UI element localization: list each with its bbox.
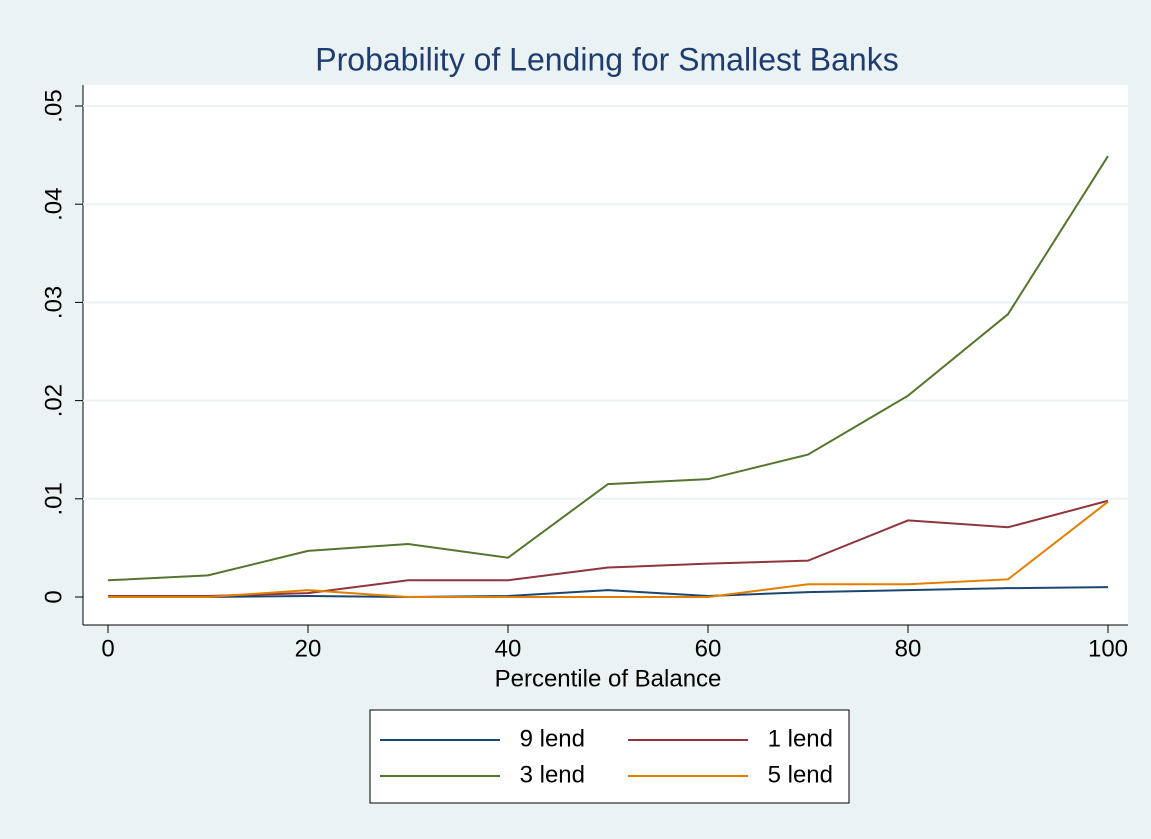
y-tick-label: .01 bbox=[40, 482, 67, 515]
legend-label: 3 lend bbox=[520, 761, 585, 788]
legend-label: 5 lend bbox=[768, 761, 833, 788]
x-tick-label: 20 bbox=[295, 635, 322, 662]
y-tick-label: .05 bbox=[40, 89, 67, 122]
legend bbox=[369, 709, 850, 804]
y-tick-label: 0 bbox=[40, 590, 67, 603]
y-tick-label: .02 bbox=[40, 384, 67, 417]
y-tick-label: .03 bbox=[40, 286, 67, 319]
data-line bbox=[108, 586, 1109, 599]
x-tick-label: 0 bbox=[101, 635, 114, 662]
x-tick-label: 80 bbox=[895, 635, 922, 662]
x-tick-label: 40 bbox=[495, 635, 522, 662]
x-axis-title: Percentile of Balance bbox=[495, 665, 722, 692]
data-line bbox=[108, 500, 1109, 598]
data-line bbox=[107, 155, 1109, 582]
legend-label: 1 lend bbox=[768, 725, 833, 752]
y-tick-label: .04 bbox=[40, 188, 67, 221]
plot-area bbox=[83, 85, 1128, 625]
x-tick-label: 100 bbox=[1088, 635, 1128, 662]
legend-label: 9 lend bbox=[520, 725, 585, 752]
chart-title: Probability of Lending for Smallest Bank… bbox=[315, 41, 898, 77]
x-tick-label: 60 bbox=[695, 635, 722, 662]
data-line bbox=[108, 499, 1109, 598]
